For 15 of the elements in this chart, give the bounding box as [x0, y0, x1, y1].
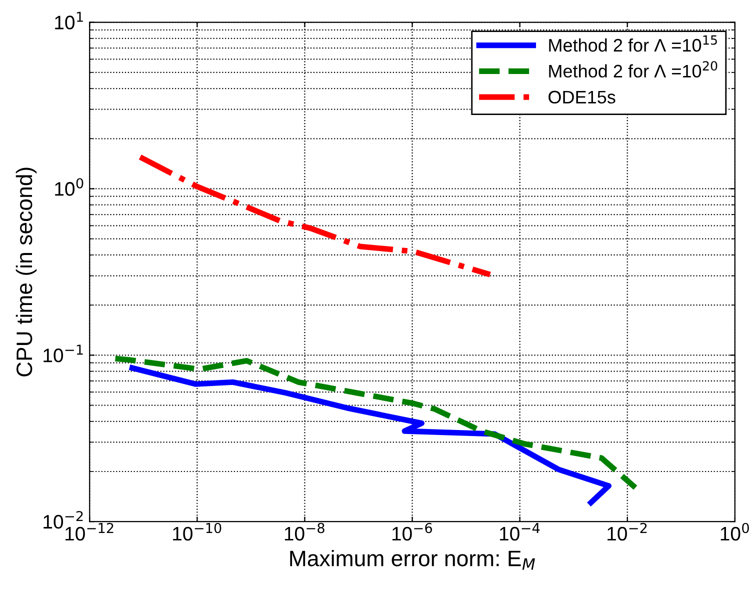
y-axis-title: CPU time (in second): [16, 168, 37, 376]
y-tick-label: 10$^{0}$: [55, 178, 84, 196]
x-tick-label: 10$^{−8}$: [284, 522, 324, 541]
legend-label: Method 2 for Λ =10$^{15}$: [549, 35, 717, 52]
x-axis-title: Maximum error norm: E$_{M}$: [290, 550, 535, 570]
x-tick-label: 10$^{−2}$: [608, 522, 647, 541]
x-tick-label: 10$^{−6}$: [392, 522, 432, 541]
y-tick-label: 10$^{1}$: [55, 12, 83, 30]
y-tick-label: 10$^{−1}$: [44, 344, 83, 362]
x-tick-label: 10$^{−10}$: [173, 522, 222, 541]
x-tick-label: 10$^{0}$: [720, 522, 749, 541]
legend-label: Method 2 for Λ =10$^{20}$: [549, 61, 718, 78]
x-tick-label: 10$^{−12}$: [66, 522, 114, 541]
x-tick-label: 10$^{−4}$: [500, 523, 540, 541]
legend-label: ODE15s: [548, 90, 616, 104]
